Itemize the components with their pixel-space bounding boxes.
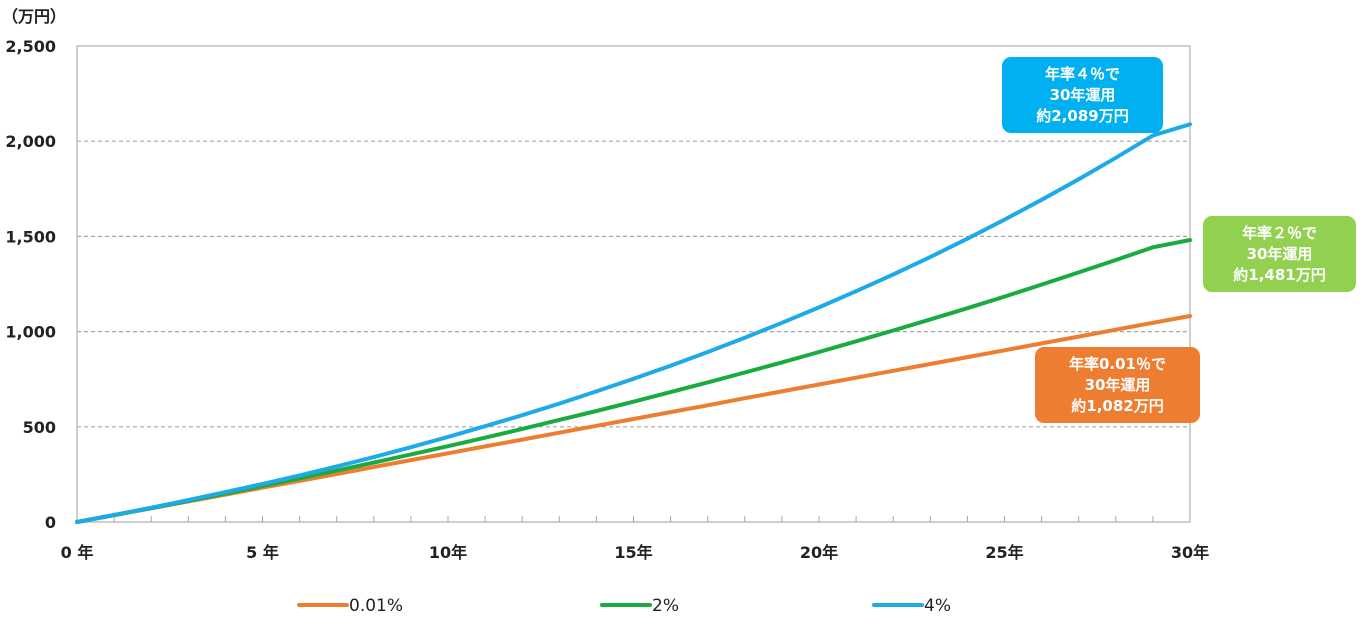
annotation-text: 約1,481万円 — [1233, 266, 1325, 284]
annotation-background — [1203, 216, 1356, 292]
x-axis: 0 年 5 年 10年 15年 20年 25年 30年 — [61, 516, 1209, 562]
y-tick-label: 1,000 — [5, 323, 56, 342]
y-tick-label: 2,500 — [5, 37, 56, 56]
x-tick-label: 10年 — [429, 543, 467, 562]
series-lines — [75, 122, 1192, 524]
y-tick-label: 0 — [45, 513, 56, 532]
annotations: 年率４％で30年運用約2,089万円年率２％で30年運用約1,481万円年率0.… — [1002, 57, 1356, 423]
legend-label: 4% — [924, 596, 951, 616]
y-tick-label: 1,500 — [5, 227, 56, 246]
x-tick-label: 15年 — [614, 543, 652, 562]
annotation-background — [1002, 57, 1163, 133]
grid-lines — [77, 140, 1190, 428]
annotation-text: 年率0.01％で — [1069, 355, 1166, 373]
annotation-text: 30年運用 — [1050, 86, 1116, 104]
annotation-text: 年率４％で — [1045, 65, 1120, 83]
annotation-text: 約2,089万円 — [1036, 107, 1128, 125]
x-tick-label: 30年 — [1171, 543, 1209, 562]
y-unit-label: （万円） — [2, 7, 66, 26]
y-axis: 0 500 1,000 1,500 2,000 2,500 — [5, 37, 56, 532]
y-tick-label: 500 — [23, 418, 56, 437]
annotation-text: 30年運用 — [1247, 245, 1313, 263]
x-tick-label: 0 年 — [61, 543, 94, 562]
legend: 0.01% 2% 4% — [297, 596, 951, 616]
annotation-background — [1035, 347, 1200, 423]
legend-label: 2% — [652, 596, 679, 616]
annotation-text: 約1,082万円 — [1071, 397, 1163, 415]
series-line-4-pct — [75, 122, 1192, 524]
x-tick-label: 5 年 — [246, 543, 279, 562]
x-tick-label: 25年 — [985, 543, 1023, 562]
annotation-text: 30年運用 — [1085, 376, 1151, 394]
series-line-2-pct — [75, 238, 1192, 524]
x-tick-label: 20年 — [800, 543, 838, 562]
y-tick-label: 2,000 — [5, 132, 56, 151]
legend-label: 0.01% — [349, 596, 403, 616]
annotation-text: 年率２％で — [1242, 224, 1317, 242]
